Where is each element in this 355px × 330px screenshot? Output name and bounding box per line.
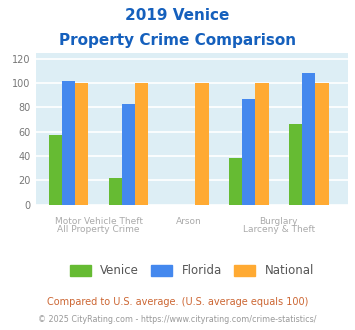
Text: Burglary: Burglary [260, 217, 298, 226]
Text: Larceny & Theft: Larceny & Theft [243, 225, 315, 234]
Text: 2019 Venice: 2019 Venice [125, 8, 230, 23]
Text: © 2025 CityRating.com - https://www.cityrating.com/crime-statistics/: © 2025 CityRating.com - https://www.city… [38, 315, 317, 324]
Legend: Venice, Florida, National: Venice, Florida, National [65, 260, 318, 282]
Bar [229, 158, 242, 205]
Bar [75, 83, 88, 205]
Bar [135, 83, 148, 205]
Bar [62, 81, 75, 205]
Bar [302, 74, 316, 205]
Text: All Property Crime: All Property Crime [57, 225, 140, 234]
Bar [255, 83, 269, 205]
Text: Motor Vehicle Theft: Motor Vehicle Theft [55, 217, 143, 226]
Bar [289, 124, 302, 205]
Bar [109, 178, 122, 205]
Bar [195, 83, 208, 205]
Bar [242, 99, 255, 205]
Bar [316, 83, 329, 205]
Text: Compared to U.S. average. (U.S. average equals 100): Compared to U.S. average. (U.S. average … [47, 297, 308, 307]
Text: Property Crime Comparison: Property Crime Comparison [59, 33, 296, 48]
Bar [122, 104, 135, 205]
Bar [49, 135, 62, 205]
Text: Arson: Arson [176, 217, 202, 226]
